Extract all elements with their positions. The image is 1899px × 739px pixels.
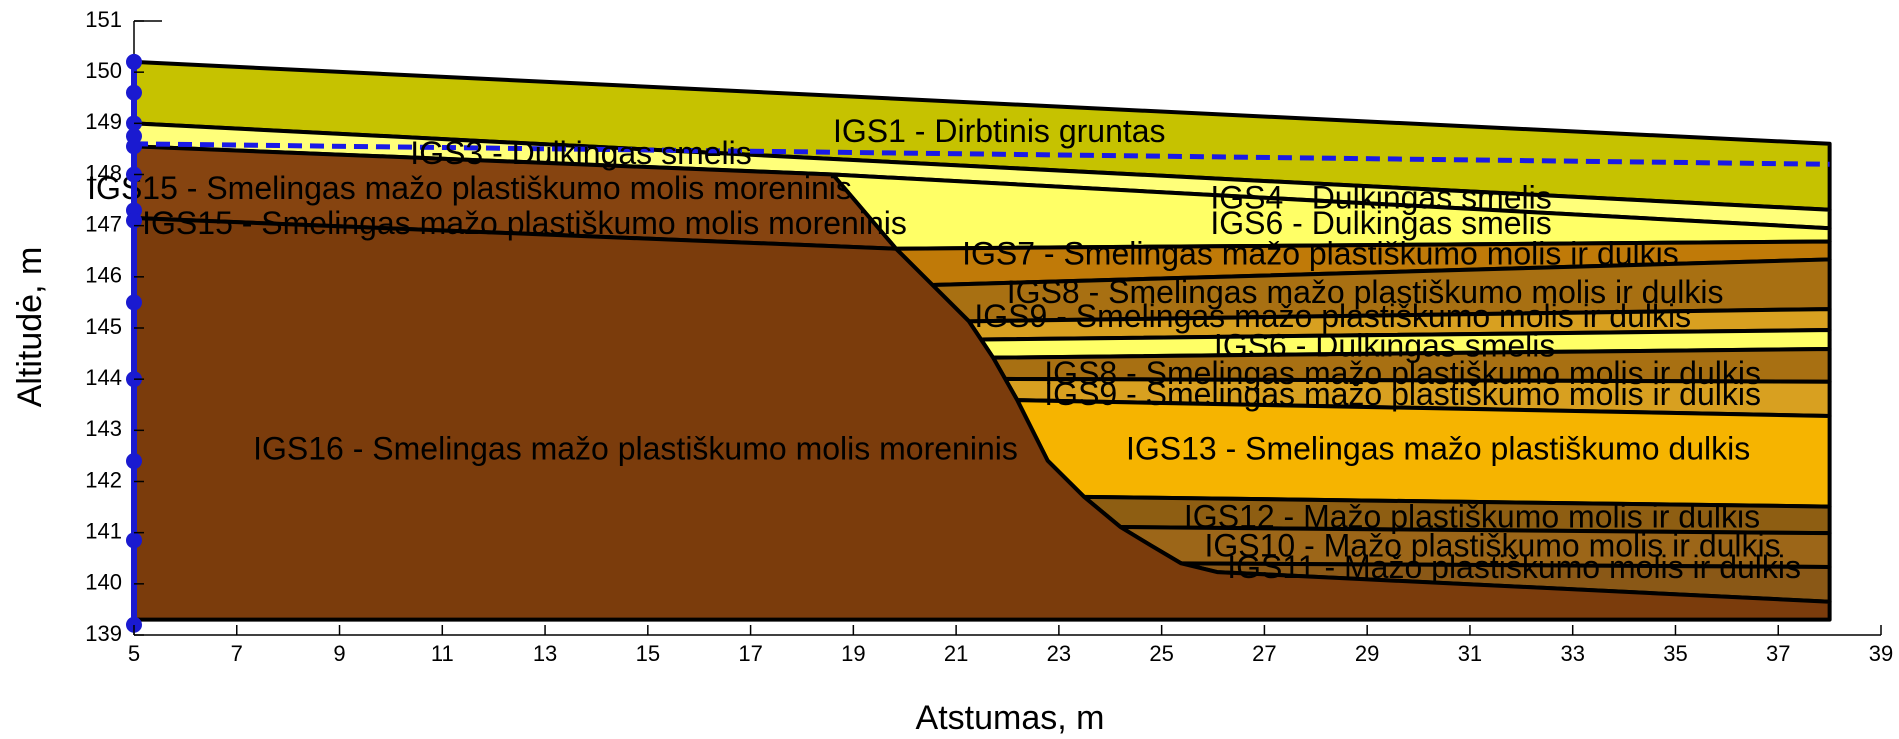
x-tick-label: 37 — [1766, 641, 1790, 666]
y-tick-label: 151 — [85, 7, 122, 32]
y-tick-label: 139 — [85, 621, 122, 646]
x-tick-label: 31 — [1458, 641, 1482, 666]
y-tick-label: 143 — [85, 416, 122, 441]
layer-label: IGS1 - Dirbtinis gruntas — [833, 113, 1166, 149]
x-tick-label: 25 — [1149, 641, 1173, 666]
layer-label: IGS13 - Smelingas mažo plastiškumo dulki… — [1126, 430, 1750, 466]
borehole-sample — [126, 532, 142, 548]
x-tick-label: 11 — [431, 641, 454, 666]
layer-label: IGS11 - Mažo plastiškumo molis ir dulkis — [1227, 549, 1801, 585]
x-tick-label: 29 — [1355, 641, 1379, 666]
y-tick-label: 140 — [85, 570, 122, 595]
borehole-sample — [126, 138, 142, 154]
borehole-sample — [126, 294, 142, 310]
x-tick-label: 35 — [1663, 641, 1687, 666]
x-axis-title: Atstumas, m — [916, 699, 1105, 737]
layer-label: IGS7 - Smelingas mažo plastiškumo molis … — [962, 235, 1679, 271]
y-tick-label: 149 — [85, 109, 122, 134]
x-tick-label: 27 — [1252, 641, 1276, 666]
borehole-sample — [126, 85, 142, 101]
layer-label: IGS9 - Smelingas mažo plastiškumo molis … — [1044, 376, 1761, 412]
y-tick-label: 147 — [85, 211, 122, 236]
x-tick-label: 23 — [1047, 641, 1071, 666]
x-tick-label: 33 — [1560, 641, 1584, 666]
y-tick-label: 141 — [85, 518, 122, 543]
y-tick-label: 150 — [85, 58, 122, 83]
x-tick-label: 15 — [636, 641, 660, 666]
chart: Atstumas, m Altitudė, m IGS1 - Dirbtinis… — [0, 0, 1899, 739]
borehole-sample — [126, 54, 142, 70]
y-tick-label: 146 — [85, 263, 122, 288]
y-axis-title: Altitudė, m — [11, 247, 49, 408]
x-tick-label: 5 — [128, 641, 140, 666]
layer-label: IGS3 - Dulkingas smelis — [410, 135, 751, 171]
x-tick-label: 17 — [738, 641, 762, 666]
borehole-sample — [126, 453, 142, 469]
y-tick-label: 145 — [85, 314, 122, 339]
x-tick-label: 13 — [533, 641, 557, 666]
x-tick-label: 9 — [333, 641, 345, 666]
x-tick-label: 39 — [1869, 641, 1893, 666]
x-tick-label: 7 — [231, 641, 243, 666]
y-tick-label: 144 — [85, 365, 122, 390]
layer-label: IGS15 - Smelingas mažo plastiškumo molis… — [142, 205, 907, 241]
layer-label: IGS16 - Smelingas mažo plastiškumo molis… — [253, 430, 1018, 466]
x-tick-label: 19 — [841, 641, 865, 666]
layer-label: IGS15 - Smelingas mažo plastiškumo molis… — [87, 170, 852, 206]
x-tick-label: 21 — [944, 641, 968, 666]
y-tick-label: 148 — [85, 160, 122, 185]
y-tick-label: 142 — [85, 467, 122, 492]
